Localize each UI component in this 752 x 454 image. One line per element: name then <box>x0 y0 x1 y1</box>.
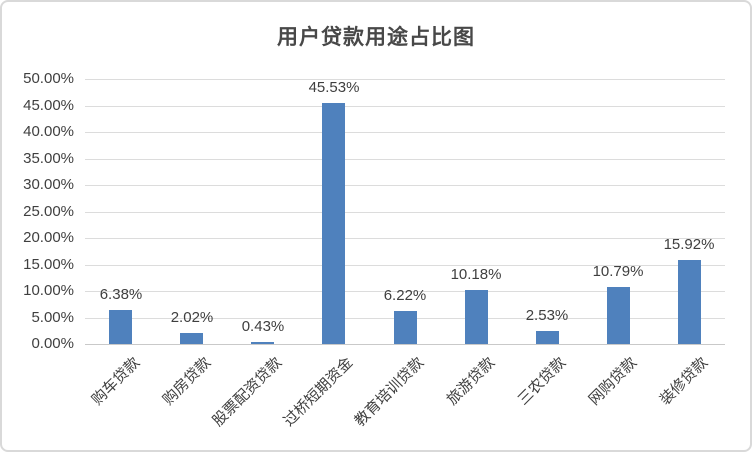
y-axis-tick-label: 35.00% <box>23 150 74 167</box>
y-axis-tick-label: 15.00% <box>23 256 74 273</box>
bar <box>322 103 345 344</box>
x-axis-category-label-text: 三农贷款 <box>514 354 570 409</box>
bar <box>180 333 203 344</box>
bar <box>109 310 132 344</box>
y-axis-tick-label: 0.00% <box>31 335 74 352</box>
bar-data-label: 6.38% <box>99 286 143 303</box>
bar <box>607 287 630 344</box>
bar-data-label: 10.79% <box>592 263 644 280</box>
gridline <box>85 238 725 239</box>
gridline <box>85 159 725 160</box>
bar-data-label: 15.92% <box>663 236 715 253</box>
y-axis-tick-label: 25.00% <box>23 203 74 220</box>
bar <box>536 331 559 344</box>
gridline <box>85 344 725 345</box>
gridline <box>85 291 725 292</box>
bar-data-label: 10.18% <box>450 266 502 283</box>
bar <box>251 342 274 344</box>
y-axis-tick-label: 20.00% <box>23 229 74 246</box>
gridline <box>85 212 725 213</box>
bar-data-label: 2.02% <box>170 309 214 326</box>
gridline <box>85 79 725 80</box>
bar <box>465 290 488 344</box>
bar <box>394 311 417 344</box>
gridline <box>85 132 725 133</box>
bar-data-label: 45.53% <box>308 79 360 96</box>
y-axis-tick-label: 30.00% <box>23 176 74 193</box>
bar-data-label: 2.53% <box>525 307 569 324</box>
chart-title: 用户贷款用途占比图 <box>277 26 475 49</box>
x-axis-category-label-text: 教育培训贷款 <box>351 354 428 430</box>
y-axis-tick-label: 50.00% <box>23 70 74 87</box>
y-axis-tick-label: 45.00% <box>23 97 74 114</box>
gridline <box>85 265 725 266</box>
x-axis-category-label-text: 过桥短期资金 <box>280 354 357 430</box>
bar-data-label: 6.22% <box>383 287 427 304</box>
y-axis-tick-label: 5.00% <box>31 309 74 326</box>
x-axis-category-label-text: 购车贷款 <box>88 354 144 409</box>
x-axis-category-label-text: 装修贷款 <box>656 354 712 409</box>
gridline <box>85 185 725 186</box>
x-axis-category-label-text: 购房贷款 <box>159 354 215 409</box>
bar <box>678 260 701 344</box>
x-axis-category-label-text: 网购贷款 <box>585 354 641 409</box>
x-axis-category-label-text: 股票配资贷款 <box>209 354 286 430</box>
y-axis-tick-label: 40.00% <box>23 123 74 140</box>
gridline <box>85 106 725 107</box>
bar-data-label: 0.43% <box>241 318 285 335</box>
x-axis-category-label-text: 旅游贷款 <box>443 354 499 409</box>
y-axis-tick-label: 10.00% <box>23 282 74 299</box>
